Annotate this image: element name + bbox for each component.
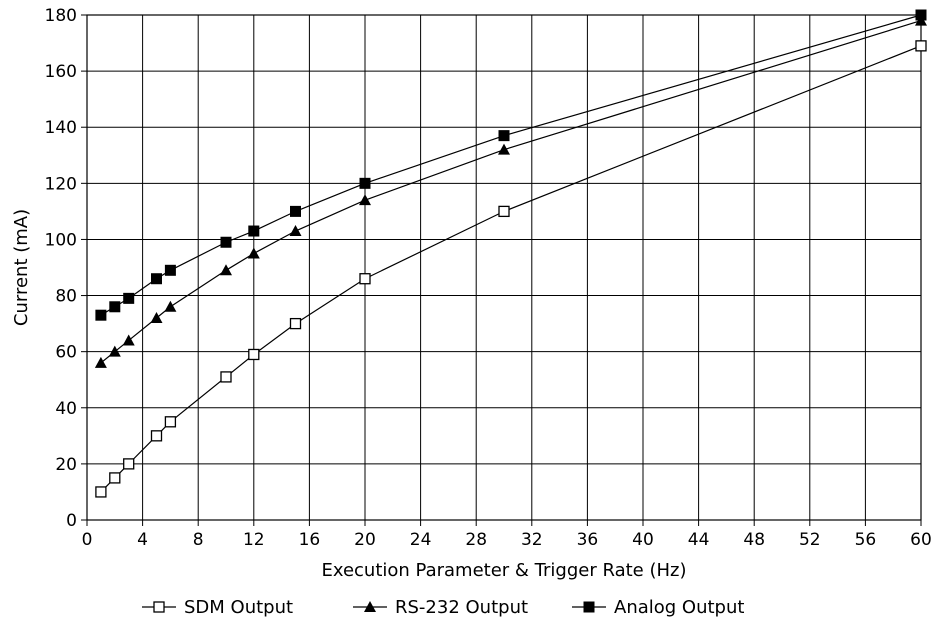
- data-point: [247, 247, 260, 259]
- data-point: [164, 416, 177, 428]
- x-tick-label: 0: [82, 530, 93, 550]
- series-2: [95, 9, 927, 321]
- legend-item-2: Analog Output: [572, 597, 744, 618]
- y-tick-label: 0: [66, 511, 77, 531]
- x-tick-label: 28: [465, 530, 487, 550]
- y-tick-label: 20: [55, 455, 77, 475]
- x-tick-label: 56: [855, 530, 877, 550]
- data-point: [95, 486, 107, 498]
- y-tick-label: 160: [45, 62, 77, 82]
- data-point: [94, 356, 107, 368]
- y-axis-ticks: 0 20 40 60 80 100 120 140 160 180: [45, 6, 87, 531]
- x-tick-label: 48: [743, 530, 765, 550]
- legend-swatch-marker: [153, 601, 165, 613]
- series-1: [94, 14, 927, 368]
- series-0: [95, 40, 927, 498]
- data-point: [290, 205, 301, 217]
- data-point: [498, 130, 510, 142]
- series-layer: [94, 9, 927, 498]
- x-tick-label: 32: [521, 530, 543, 550]
- data-point: [123, 292, 135, 304]
- data-point: [359, 177, 371, 189]
- data-point: [248, 348, 260, 361]
- y-axis-title: Current (mA): [11, 209, 32, 326]
- x-tick-label: 40: [632, 530, 654, 550]
- x-tick-label: 36: [577, 530, 599, 550]
- x-tick-label: 60: [910, 530, 932, 550]
- x-axis-title: Execution Parameter & Trigger Rate (Hz): [321, 560, 686, 581]
- x-tick-label: 24: [410, 530, 432, 550]
- data-point: [150, 430, 163, 442]
- legend-item-0: SDM Output: [142, 597, 293, 618]
- data-point: [498, 205, 510, 218]
- data-point: [220, 236, 232, 248]
- data-point: [109, 472, 121, 484]
- data-point: [108, 345, 121, 357]
- data-point: [248, 225, 260, 237]
- grid-lines: [86, 14, 922, 521]
- x-axis-ticks: 0 4 8 12 16 20 24 28 32 36 40 44 48 52 56 60: [82, 520, 932, 550]
- data-point: [498, 143, 510, 155]
- x-tick-label: 44: [688, 530, 710, 550]
- data-point: [164, 300, 177, 312]
- data-point: [915, 40, 927, 52]
- y-tick-label: 40: [55, 399, 77, 419]
- data-point: [359, 273, 371, 285]
- legend-label: RS-232 Output: [395, 597, 528, 618]
- y-tick-label: 140: [45, 118, 77, 138]
- data-point: [109, 301, 121, 313]
- x-tick-label: 16: [299, 530, 321, 550]
- data-point: [289, 225, 302, 237]
- data-point: [289, 317, 302, 330]
- x-tick-label: 20: [354, 530, 376, 550]
- x-tick-label: 12: [243, 530, 265, 550]
- y-tick-label: 120: [45, 174, 77, 194]
- data-point: [164, 264, 176, 276]
- plot-frame: [86, 14, 922, 521]
- data-point: [150, 312, 163, 323]
- data-point: [220, 264, 232, 276]
- legend-swatch-marker: [364, 601, 376, 612]
- legend-swatch-marker: [583, 601, 595, 613]
- data-point: [915, 9, 927, 21]
- data-point: [95, 309, 107, 321]
- data-point: [151, 273, 162, 285]
- y-tick-label: 180: [45, 6, 77, 26]
- y-tick-label: 60: [55, 343, 77, 363]
- legend-label: SDM Output: [184, 597, 293, 618]
- x-tick-label: 52: [799, 530, 821, 550]
- x-tick-label: 4: [137, 530, 148, 550]
- y-tick-label: 100: [45, 230, 77, 250]
- x-tick-label: 8: [193, 530, 204, 550]
- data-point: [220, 371, 232, 383]
- series-line-1: [100, 20, 922, 364]
- data-point: [122, 334, 135, 346]
- data-point: [123, 458, 135, 470]
- legend-item-1: RS-232 Output: [353, 597, 528, 618]
- y-tick-label: 80: [55, 287, 77, 307]
- data-point: [359, 194, 371, 206]
- legend: SDM Output RS-232 Output Analog Output: [142, 597, 744, 618]
- legend-label: Analog Output: [614, 597, 744, 618]
